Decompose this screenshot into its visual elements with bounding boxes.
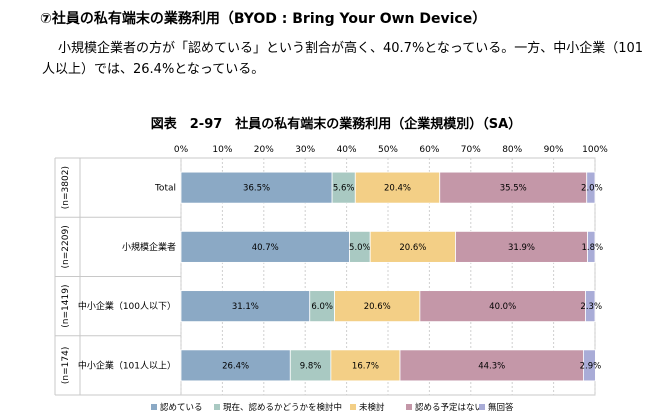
x-tick-label: 0% (174, 145, 189, 155)
bar-segment (180, 230, 350, 263)
data-label: 5.0% (349, 243, 371, 253)
legend-label: 認める予定はない (415, 402, 483, 413)
bar-segment (289, 349, 332, 382)
data-label: 6.0% (311, 302, 333, 312)
x-tick-label: 90% (544, 145, 564, 155)
data-label: 35.5% (500, 184, 527, 194)
bar-segment (180, 349, 291, 382)
bar-segment (419, 290, 586, 323)
bar-segment (399, 349, 584, 382)
data-label: 2.3% (580, 302, 602, 312)
data-label: 1.8% (581, 243, 603, 253)
data-label: 36.5% (243, 184, 270, 194)
section-heading: ⑦社員の私有端末の業務利用（BYOD : Bring Your Own Devi… (40, 11, 487, 27)
data-label: 20.4% (384, 184, 411, 194)
data-label: 20.6% (364, 302, 391, 312)
category-label: 中小企業（101人以上） (78, 359, 176, 371)
bar-segment (583, 349, 596, 382)
data-label: 2.9% (580, 361, 602, 371)
sample-size-label: (n=3802) (61, 166, 71, 209)
x-tick-label: 30% (295, 145, 315, 155)
legend-label: 認めている (160, 402, 203, 413)
chart-title: 図表 2-97 社員の私有端末の業務利用（企業規模別）（SA） (150, 117, 522, 132)
data-label: 9.8% (300, 361, 322, 371)
bar-segment (180, 290, 311, 323)
category-label: 小規模企業者 (122, 241, 176, 253)
paragraph-line-1: 小規模企業者の方が「認めている」という割合が高く、40.7%となっている。一方、… (58, 41, 644, 56)
data-label: 26.4% (222, 361, 249, 371)
bar-segment (587, 230, 596, 263)
bar-segment (439, 171, 588, 204)
data-label: 44.3% (478, 361, 505, 371)
data-label: 16.7% (352, 361, 379, 371)
x-tick-label: 70% (461, 145, 481, 155)
legend-label: 現在、認めるかどうかを検討中 (223, 402, 342, 413)
x-tick-label: 20% (254, 145, 274, 155)
data-label: 31.1% (232, 302, 259, 312)
sample-size-label: (n=2209) (61, 225, 71, 268)
data-label: 2.0% (581, 184, 603, 194)
legend-swatch (151, 404, 157, 410)
x-tick-label: 40% (337, 145, 357, 155)
paragraph-line-2: 人以上）では、26.4%となっている。 (42, 62, 265, 77)
bar-segment (455, 230, 588, 263)
legend-swatch (479, 404, 485, 410)
legend-swatch (350, 404, 356, 410)
bar-segment (334, 290, 421, 323)
x-tick-label: 10% (212, 145, 232, 155)
x-tick-label: 50% (378, 145, 398, 155)
bar-segment (330, 349, 401, 382)
legend-label: 未検討 (359, 402, 385, 413)
bar-segment (585, 290, 596, 323)
sample-size-label: (n=1419) (61, 285, 71, 328)
x-tick-label: 60% (419, 145, 439, 155)
data-label: 40.0% (489, 302, 516, 312)
x-tick-label: 80% (502, 145, 522, 155)
data-label: 40.7% (252, 243, 279, 253)
legend-swatch (214, 404, 220, 410)
bar-segment (354, 171, 441, 204)
category-label: Total (154, 184, 176, 194)
bar-segment (309, 290, 335, 323)
bar-segment (586, 171, 596, 204)
legend-swatch (406, 404, 412, 410)
bar-segment (369, 230, 456, 263)
data-label: 5.6% (333, 184, 355, 194)
category-label: 中小企業（100人以下） (78, 300, 176, 312)
legend-label: 無回答 (488, 402, 514, 413)
data-label: 31.9% (508, 243, 535, 253)
x-tick-label: 100% (582, 145, 608, 155)
sample-size-label: (n=174) (61, 347, 71, 384)
bar-segment (180, 171, 333, 204)
data-label: 20.6% (399, 243, 426, 253)
